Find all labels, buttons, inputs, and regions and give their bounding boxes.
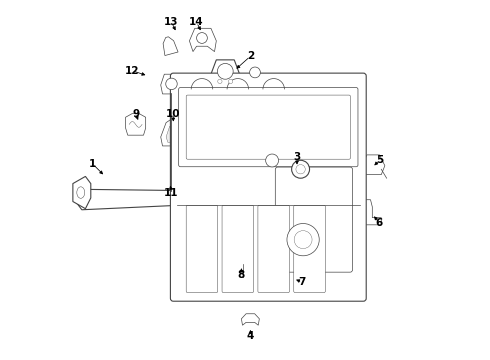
Circle shape — [166, 78, 177, 90]
Polygon shape — [235, 250, 251, 264]
Circle shape — [296, 165, 305, 174]
Polygon shape — [74, 189, 198, 210]
Circle shape — [218, 63, 233, 79]
Ellipse shape — [77, 187, 85, 198]
Text: 10: 10 — [166, 109, 180, 119]
Polygon shape — [163, 37, 178, 55]
FancyBboxPatch shape — [186, 205, 218, 293]
FancyBboxPatch shape — [171, 73, 366, 301]
Text: 14: 14 — [189, 17, 204, 27]
Polygon shape — [235, 277, 251, 288]
Text: 8: 8 — [238, 270, 245, 280]
Text: 5: 5 — [376, 155, 383, 165]
Text: 7: 7 — [299, 277, 306, 287]
Polygon shape — [161, 119, 190, 146]
Text: 6: 6 — [376, 218, 383, 228]
Text: 3: 3 — [294, 152, 301, 162]
Polygon shape — [211, 60, 240, 85]
FancyBboxPatch shape — [222, 205, 254, 293]
Circle shape — [196, 33, 207, 43]
Polygon shape — [73, 176, 91, 209]
Polygon shape — [281, 264, 299, 282]
Text: 2: 2 — [247, 51, 254, 61]
Polygon shape — [356, 200, 381, 225]
FancyBboxPatch shape — [186, 95, 350, 159]
Text: 4: 4 — [246, 331, 254, 341]
Polygon shape — [166, 126, 184, 142]
Circle shape — [218, 79, 222, 84]
Polygon shape — [362, 155, 385, 175]
Circle shape — [249, 67, 260, 78]
Polygon shape — [125, 114, 146, 135]
Text: 1: 1 — [89, 159, 96, 169]
FancyBboxPatch shape — [294, 205, 325, 293]
Circle shape — [266, 154, 279, 167]
Circle shape — [294, 231, 312, 249]
Text: 13: 13 — [164, 17, 179, 27]
Text: 9: 9 — [132, 109, 139, 119]
FancyBboxPatch shape — [275, 167, 352, 272]
Polygon shape — [190, 28, 216, 51]
FancyBboxPatch shape — [179, 87, 358, 167]
FancyBboxPatch shape — [258, 205, 290, 293]
Circle shape — [292, 160, 310, 178]
Text: 11: 11 — [164, 188, 179, 198]
Polygon shape — [161, 74, 182, 94]
Circle shape — [287, 224, 319, 256]
Circle shape — [228, 79, 233, 84]
Text: 12: 12 — [125, 66, 139, 76]
Polygon shape — [242, 314, 259, 325]
